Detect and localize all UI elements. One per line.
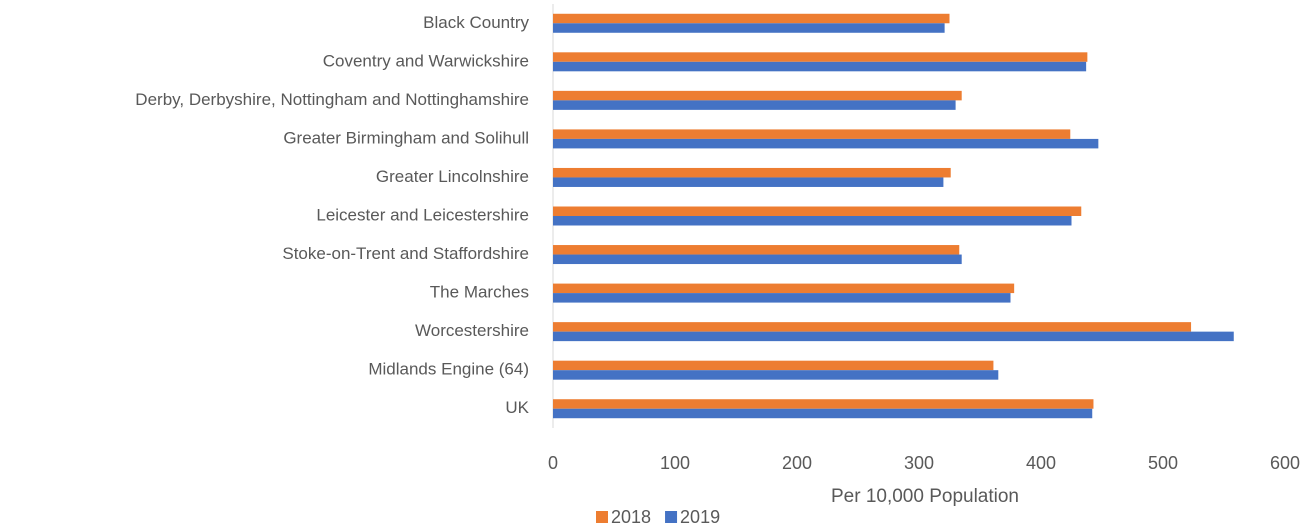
bar (553, 322, 1192, 332)
bar (553, 23, 945, 33)
y-tick-label: Midlands Engine (64) (368, 360, 529, 379)
bar (553, 177, 944, 187)
y-tick-label: UK (505, 398, 529, 417)
x-tick-label: 300 (904, 453, 934, 473)
bar (553, 293, 1011, 303)
y-tick-label: Greater Lincolnshire (376, 167, 529, 186)
bar (553, 100, 956, 110)
bar (553, 138, 1099, 149)
bar (553, 283, 1015, 294)
x-tick-label: 400 (1026, 453, 1056, 473)
y-tick-label: Leicester and Leicestershire (316, 205, 529, 224)
y-tick-label: Coventry and Warwickshire (323, 51, 529, 70)
legend-label: 2019 (680, 507, 720, 527)
bar (553, 370, 999, 380)
bar (553, 408, 1093, 419)
bar (553, 245, 960, 255)
bar (553, 13, 950, 24)
x-tick-label: 500 (1148, 453, 1178, 473)
bar (553, 90, 962, 101)
legend-swatch (596, 511, 608, 523)
y-tick-label: The Marches (430, 283, 529, 302)
bar (553, 216, 1072, 226)
x-tick-label: 0 (548, 453, 558, 473)
bar (553, 61, 1087, 72)
legend-swatch (665, 511, 678, 523)
y-tick-label: Stoke-on-Trent and Staffordshire (282, 244, 529, 263)
legend-label: 2018 (611, 507, 651, 527)
x-tick-label: 600 (1270, 453, 1300, 473)
bar (553, 167, 951, 178)
bar (553, 254, 962, 265)
y-tick-label: Worcestershire (415, 321, 529, 340)
y-tick-label: Derby, Derbyshire, Nottingham and Nottin… (135, 90, 529, 109)
bar (553, 206, 1082, 216)
bar (553, 52, 1088, 62)
bar (553, 399, 1094, 409)
y-tick-label: Black Country (423, 13, 529, 32)
y-tick-label: Greater Birmingham and Solihull (283, 128, 529, 147)
x-tick-label: 200 (782, 453, 812, 473)
bar (553, 360, 994, 371)
x-axis-label: Per 10,000 Population (831, 486, 1019, 507)
bar (553, 331, 1234, 342)
x-tick-label: 100 (660, 453, 690, 473)
bar (553, 129, 1071, 139)
